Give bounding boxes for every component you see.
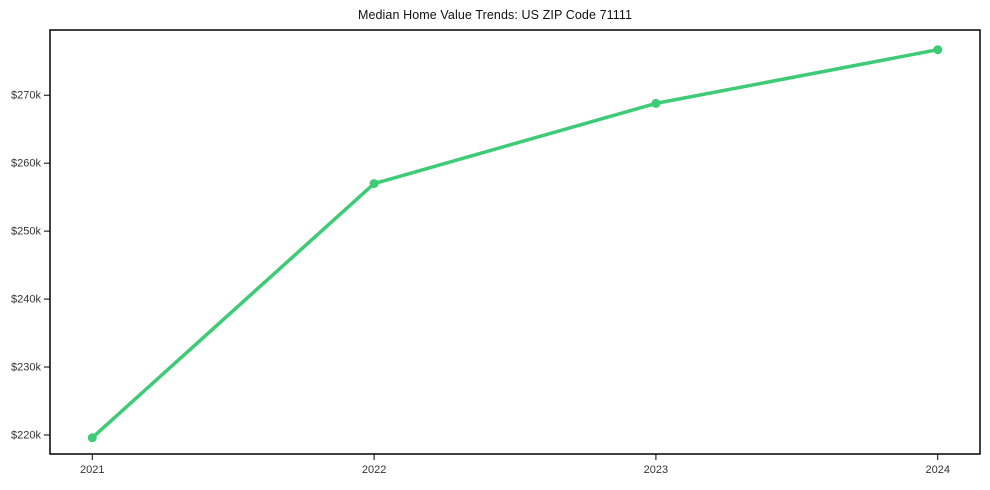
y-tick-label: $260k — [11, 158, 41, 170]
data-point-2023 — [651, 98, 661, 108]
y-tick-label: $240k — [11, 294, 41, 306]
x-tick-label: 2022 — [362, 464, 386, 476]
trend-line — [90, 47, 940, 440]
plot-area-border — [49, 29, 981, 455]
x-tick-label: 2023 — [644, 464, 668, 476]
data-point-2021 — [87, 433, 97, 443]
chart-title: Median Home Value Trends: US ZIP Code 71… — [357, 8, 633, 22]
data-point-2024 — [933, 45, 943, 55]
x-tick-label: 2021 — [80, 464, 104, 476]
y-tick-label: $250k — [11, 226, 41, 238]
y-tick-label: $220k — [11, 429, 41, 441]
x-tick-label: 2024 — [925, 464, 949, 476]
data-point-2022 — [369, 179, 379, 189]
y-tick-label: $270k — [11, 90, 41, 102]
y-tick-label: $230k — [11, 362, 41, 374]
